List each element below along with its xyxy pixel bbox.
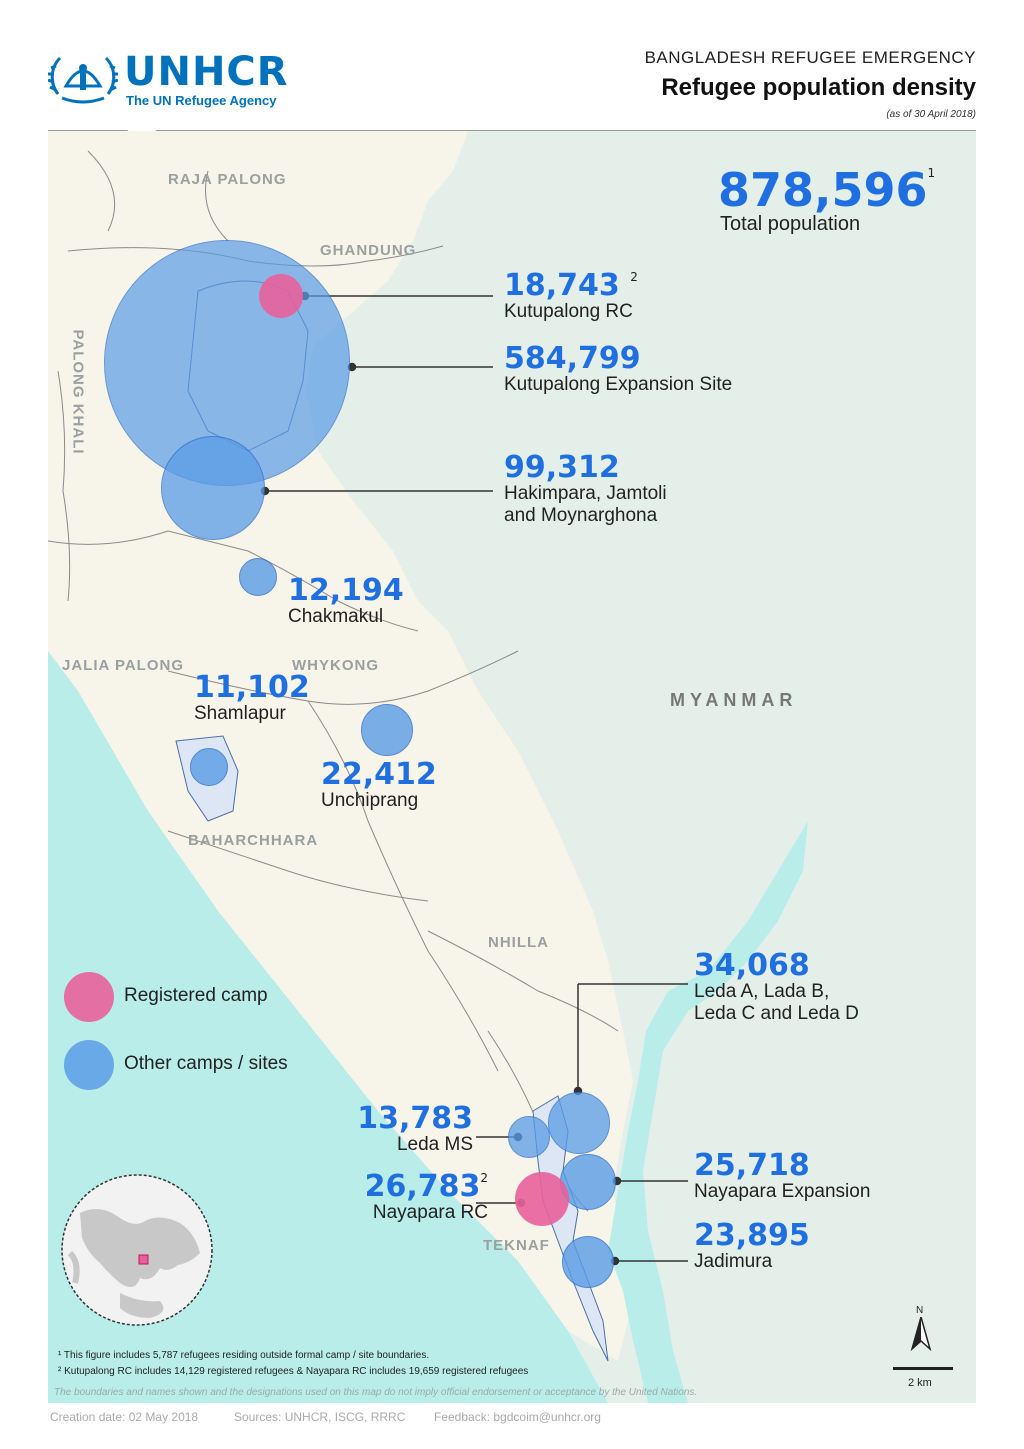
site-nayapara-rc: 26,7832 Nayapara RC <box>364 1169 488 1224</box>
region-myanmar: MYANMAR <box>670 690 798 710</box>
region-nhilla: NHILLA <box>488 934 549 951</box>
bubble-unchiprang[interactable] <box>361 704 413 756</box>
bubble-leda-ms[interactable] <box>508 1116 550 1158</box>
region-raja-palong: RAJA PALONG <box>168 171 287 188</box>
map-area: RAJA PALONG GHANDUNG PALONG KHALI JALIA … <box>48 131 976 1403</box>
site-hakimpara: 99,312 Hakimpara, Jamtoli and Moynarghon… <box>504 450 667 526</box>
page-title: Refugee population density <box>661 74 976 101</box>
bubble-nayapara-expansion[interactable] <box>560 1154 616 1210</box>
site-kutupalong-rc: 18,743 2 Kutupalong RC <box>504 268 638 323</box>
bubble-kutupalong-rc[interactable] <box>259 274 303 318</box>
site-unchiprang: 22,412 Unchiprang <box>321 757 437 812</box>
logo-tagline: The UN Refugee Agency <box>126 93 277 108</box>
legend-swatch-registered <box>64 972 114 1022</box>
region-baharchhara: BAHARCHHARA <box>188 832 319 849</box>
total-population-value: 878,5961 <box>718 163 936 217</box>
bubble-leda[interactable] <box>548 1092 610 1154</box>
date-note: (as of 30 April 2018) <box>886 109 976 120</box>
legend-item-registered: Registered camp <box>64 972 324 1040</box>
scale-label: 2 km <box>908 1377 932 1389</box>
bubble-jadimura[interactable] <box>562 1236 614 1288</box>
legend: Registered camp Other camps / sites <box>64 972 324 1108</box>
site-kutupalong-expansion: 584,799 Kutupalong Expansion Site <box>504 341 733 396</box>
legend-swatch-other <box>64 1040 114 1090</box>
site-leda-ms: 13,783 Leda MS <box>357 1101 473 1156</box>
north-arrow-icon <box>910 1317 932 1351</box>
region-jalia-palong: JALIA PALONG <box>62 657 185 674</box>
bubble-kutupalong-expansion[interactable] <box>104 240 350 486</box>
sources: Sources: UNHCR, ISCG, RRRC <box>234 1410 406 1424</box>
disclaimer: The boundaries and names shown and the d… <box>54 1387 698 1398</box>
site-leda: 34,068 Leda A, Lada B, Leda C and Leda D <box>694 948 859 1024</box>
bubble-hakimpara[interactable] <box>161 436 265 540</box>
bubble-chakmakul[interactable] <box>239 558 277 596</box>
unhcr-logo: UNHCR The UN Refugee Agency <box>48 50 298 112</box>
site-nayapara-expansion: 25,718 Nayapara Expansion <box>694 1148 871 1203</box>
laurel-people-icon <box>48 56 118 104</box>
globe-inset-icon <box>61 1174 213 1326</box>
header-subtitle: BANGLADESH REFUGEE EMERGENCY <box>644 48 976 67</box>
bubble-nayapara-rc[interactable] <box>515 1172 569 1226</box>
total-population-label: Total population <box>720 213 861 235</box>
footnote-1: ¹ This figure includes 5,787 refugees re… <box>58 1350 430 1361</box>
region-whykong: WHYKONG <box>292 657 379 674</box>
legend-label-registered: Registered camp <box>124 985 268 1006</box>
region-ghandung: GHANDUNG <box>320 242 417 259</box>
site-jadimura: 23,895 Jadimura <box>694 1218 810 1273</box>
site-shamlapur: 11,102 Shamlapur <box>194 670 310 725</box>
legend-label-other: Other camps / sites <box>124 1053 288 1074</box>
north-label: N <box>916 1305 924 1316</box>
legend-item-other: Other camps / sites <box>64 1040 324 1108</box>
region-palong-khali: PALONG KHALI <box>69 329 87 455</box>
creation-date: Creation date: 02 May 2018 <box>50 1410 199 1424</box>
region-teknaf: TEKNAF <box>483 1237 550 1254</box>
scale-bar <box>893 1367 953 1370</box>
site-chakmakul: 12,194 Chakmakul <box>288 573 404 628</box>
logo-wordmark: UNHCR <box>124 49 289 95</box>
footnote-2: ² Kutupalong RC includes 14,129 register… <box>58 1366 529 1377</box>
bubble-shamlapur[interactable] <box>190 748 228 786</box>
feedback-link[interactable]: Feedback: bgdcoim@unhcr.org <box>434 1410 601 1424</box>
